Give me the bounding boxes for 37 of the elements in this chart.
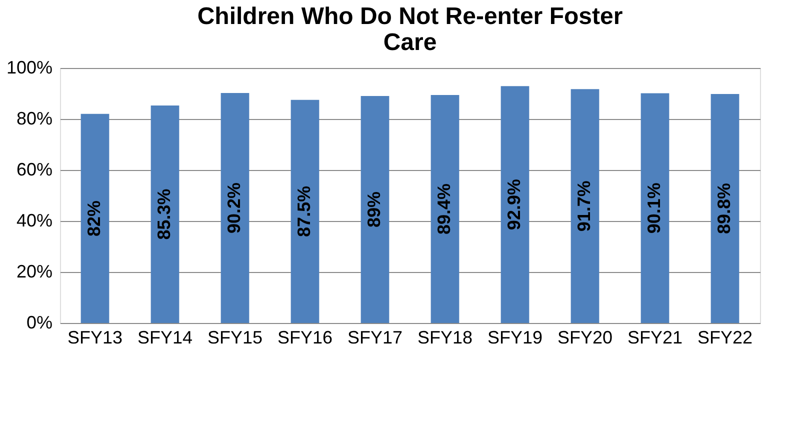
x-tick-label: SFY21 <box>627 328 683 348</box>
bar <box>710 94 740 323</box>
data-label: 89.8% <box>714 182 734 234</box>
bar <box>640 93 670 323</box>
x-tick-label: SFY19 <box>487 328 543 348</box>
y-tick-label: 0% <box>26 312 52 332</box>
y-tick-label: 20% <box>16 262 52 282</box>
y-tick-label: 40% <box>16 210 52 230</box>
data-label: 82% <box>84 200 104 236</box>
x-tick-label: SFY20 <box>557 328 613 348</box>
bar <box>360 96 390 323</box>
x-tick-label: SFY17 <box>347 328 403 348</box>
bar <box>430 95 460 323</box>
bar <box>150 105 180 323</box>
data-label: 87.5% <box>294 186 314 237</box>
data-label: 91.7% <box>574 180 594 232</box>
x-tick-label: SFY14 <box>137 328 193 348</box>
bar <box>220 92 250 323</box>
data-label: 89.4% <box>434 183 454 235</box>
chart-title: Children Who Do Not Re-enter Foster Care <box>197 3 623 56</box>
data-label: 90.1% <box>644 182 664 234</box>
data-label: 89% <box>364 192 384 228</box>
x-tick-label: SFY15 <box>207 328 263 348</box>
x-tick-label: SFY22 <box>697 328 753 348</box>
x-tick-label: SFY13 <box>67 328 123 348</box>
data-label: 90.2% <box>224 182 244 234</box>
bar <box>80 114 110 323</box>
bar <box>570 89 600 323</box>
y-tick-label: 80% <box>16 108 52 128</box>
x-tick-label: SFY16 <box>277 328 333 348</box>
bar <box>290 100 320 323</box>
data-label: 85.3% <box>154 188 174 240</box>
y-tick-label: 100% <box>6 58 52 78</box>
y-tick-label: 60% <box>16 160 52 180</box>
data-label: 92.9% <box>504 179 524 230</box>
bar <box>500 86 530 323</box>
x-tick-label: SFY18 <box>417 328 473 348</box>
